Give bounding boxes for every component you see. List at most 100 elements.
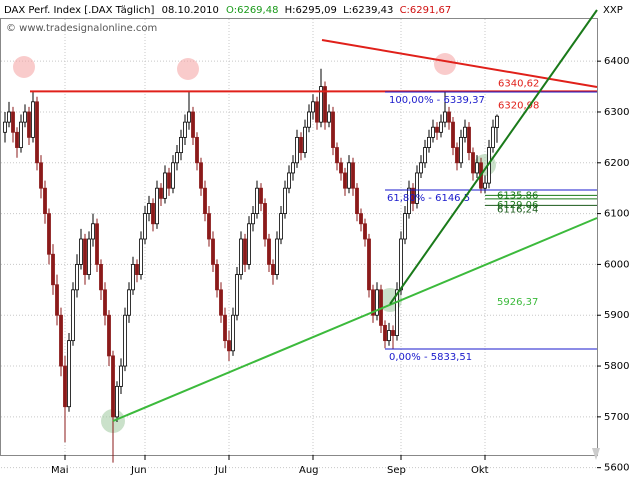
trend-line bbox=[321, 39, 598, 88]
highlight-circle bbox=[13, 56, 35, 78]
candle-body bbox=[43, 187, 47, 215]
candle-body bbox=[367, 238, 371, 291]
candle-body bbox=[35, 101, 39, 164]
candle-body bbox=[431, 126, 435, 138]
header-close: C:6291,67 bbox=[400, 5, 452, 16]
candle-body bbox=[347, 162, 351, 189]
candle-body bbox=[287, 172, 291, 189]
candle-body bbox=[83, 238, 87, 275]
candle-body bbox=[139, 238, 143, 275]
candle-body bbox=[275, 238, 279, 275]
candle-body bbox=[115, 385, 119, 418]
candle-body bbox=[195, 136, 199, 164]
candle-body bbox=[27, 111, 31, 138]
candle-body bbox=[255, 187, 259, 215]
candle-body bbox=[51, 253, 55, 286]
candle-body bbox=[271, 264, 275, 275]
candle-body bbox=[151, 203, 155, 225]
candle-body bbox=[483, 182, 487, 189]
candle-body bbox=[247, 223, 251, 265]
candle-body bbox=[419, 162, 423, 174]
highlight-circle bbox=[177, 58, 199, 80]
candle-body bbox=[99, 264, 103, 291]
candle-body bbox=[415, 172, 419, 204]
candle-body bbox=[91, 223, 95, 240]
candle-body bbox=[447, 111, 451, 123]
header-title: DAX Perf. Index [.DAX Täglich] bbox=[4, 5, 154, 16]
candle-body bbox=[491, 126, 495, 148]
y-tick-label: 5800 bbox=[604, 361, 629, 372]
candle-body bbox=[219, 289, 223, 316]
candle-body bbox=[95, 223, 99, 265]
candle-body bbox=[371, 289, 375, 316]
candle-body bbox=[475, 162, 479, 174]
candle-body bbox=[339, 162, 343, 174]
candle-body bbox=[7, 111, 11, 123]
candle-body bbox=[103, 289, 107, 316]
candle-body bbox=[383, 324, 387, 342]
candle-body bbox=[331, 111, 335, 148]
candle-body bbox=[147, 203, 151, 215]
level-label: 6116,24 bbox=[497, 204, 538, 215]
candle-body bbox=[459, 136, 463, 164]
highlights bbox=[13, 53, 496, 433]
x-tick-label: Aug bbox=[299, 465, 319, 476]
candle-body bbox=[463, 126, 467, 138]
candle-body bbox=[59, 314, 63, 367]
candle-body bbox=[119, 365, 123, 387]
candle-body bbox=[451, 121, 455, 148]
candle-body bbox=[159, 187, 163, 199]
x-tick-label: Jun bbox=[130, 465, 147, 476]
candle-body bbox=[131, 264, 135, 291]
x-tick-label: Okt bbox=[471, 465, 489, 476]
candle-body bbox=[323, 86, 327, 123]
candle-body bbox=[79, 238, 83, 265]
header-date: 08.10.2010 bbox=[162, 5, 219, 16]
candle-body bbox=[31, 101, 35, 138]
candle-body bbox=[207, 213, 211, 240]
level-label: 5926,37 bbox=[497, 297, 538, 308]
candle-body bbox=[167, 172, 171, 189]
highlight-circle bbox=[434, 53, 456, 75]
watermark: © www.tradesignalonline.com bbox=[6, 23, 157, 34]
level-label: 61,80% - 6146,5 bbox=[387, 193, 470, 204]
candle-body bbox=[15, 131, 19, 148]
candle-body bbox=[3, 121, 7, 133]
candle-body bbox=[155, 187, 159, 225]
candle-body bbox=[263, 203, 267, 240]
trend-line bbox=[389, 9, 598, 305]
candle-body bbox=[351, 162, 355, 189]
candle-body bbox=[63, 365, 67, 408]
candle-body bbox=[175, 152, 179, 164]
candle-body bbox=[23, 111, 27, 123]
candle-body bbox=[387, 330, 391, 342]
candle-body bbox=[47, 213, 51, 255]
candle-body bbox=[127, 289, 131, 316]
candle-body bbox=[495, 115, 499, 128]
candle-body bbox=[123, 314, 127, 367]
candle-body bbox=[187, 111, 191, 123]
candle-body bbox=[199, 162, 203, 189]
candle-body bbox=[423, 147, 427, 164]
candle-body bbox=[299, 136, 303, 154]
header: DAX Perf. Index [.DAX Täglich] 08.10.201… bbox=[4, 5, 451, 16]
candle-body bbox=[311, 101, 315, 113]
level-label: 0,00% - 5833,51 bbox=[389, 352, 472, 363]
candle-body bbox=[171, 162, 175, 189]
candle-body bbox=[399, 238, 403, 291]
y-tick-label: 6300 bbox=[604, 107, 629, 118]
y-tick-label: 6400 bbox=[604, 56, 629, 67]
candle-body bbox=[215, 264, 219, 291]
candle-body bbox=[71, 289, 75, 342]
candle-body bbox=[163, 172, 167, 199]
candle-body bbox=[455, 147, 459, 164]
candle-body bbox=[251, 213, 255, 225]
candle-body bbox=[67, 340, 71, 408]
candle-body bbox=[259, 187, 263, 204]
candle-body bbox=[143, 213, 147, 240]
candle-body bbox=[315, 101, 319, 123]
candle-body bbox=[467, 126, 471, 154]
level-label: 6320,98 bbox=[498, 100, 539, 111]
candle-body bbox=[111, 355, 115, 418]
candle-body bbox=[411, 187, 415, 204]
